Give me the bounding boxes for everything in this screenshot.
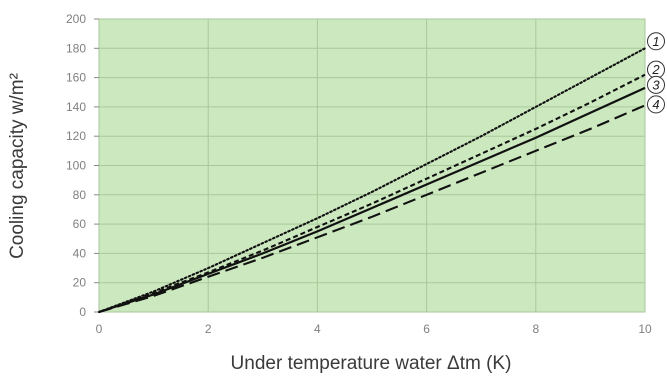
curve-label-circle-3 — [647, 75, 665, 94]
y-tick-label-0: 0 — [79, 305, 86, 319]
y-axis-ticks: 0 20 40 60 80 100 120 140 160 180 200 — [66, 12, 99, 319]
y-tick-label-3: 60 — [73, 217, 87, 231]
x-tick-label-4: 8 — [532, 322, 539, 336]
y-tick-label-4: 80 — [73, 188, 87, 202]
series-lines — [97, 47, 647, 314]
y-tick-label-10: 200 — [66, 12, 86, 26]
curve-label-circle-1 — [647, 32, 665, 51]
x-tick-label-0: 0 — [96, 322, 103, 336]
series-line-3 — [98, 86, 646, 314]
curve-label-3: 3 — [652, 77, 660, 92]
x-tick-label-2: 4 — [314, 322, 321, 336]
y-axis-title: Cooling capacity w/m² — [7, 73, 28, 259]
x-tick-label-1: 2 — [205, 322, 212, 336]
y-tick-label-9: 180 — [66, 41, 86, 55]
series-line-1 — [97, 47, 647, 314]
y-tick-label-6: 120 — [66, 129, 86, 143]
curve-label-1: 1 — [652, 34, 659, 49]
y-tick-label-8: 160 — [66, 71, 86, 85]
y-tick-label-7: 140 — [66, 100, 86, 114]
x-tick-label-5: 10 — [638, 322, 652, 336]
series-line-2 — [98, 73, 646, 313]
x-axis-ticks: 0 2 4 6 8 10 — [96, 322, 652, 336]
x-tick-label-3: 6 — [423, 322, 430, 336]
grid-lines — [98, 18, 646, 313]
x-axis-title: Under temperature water Δtm (K) — [231, 353, 512, 374]
curve-label-4: 4 — [652, 97, 659, 112]
curve-label-circle-4 — [647, 95, 665, 114]
series-line-4 — [98, 104, 646, 314]
y-tick-label-5: 100 — [66, 159, 86, 173]
curve-labels: 1 23 4 — [647, 32, 665, 114]
curve-label-2: 2 — [651, 62, 660, 77]
y-tick-label-2: 40 — [73, 246, 87, 260]
y-tick-label-1: 20 — [73, 276, 87, 290]
